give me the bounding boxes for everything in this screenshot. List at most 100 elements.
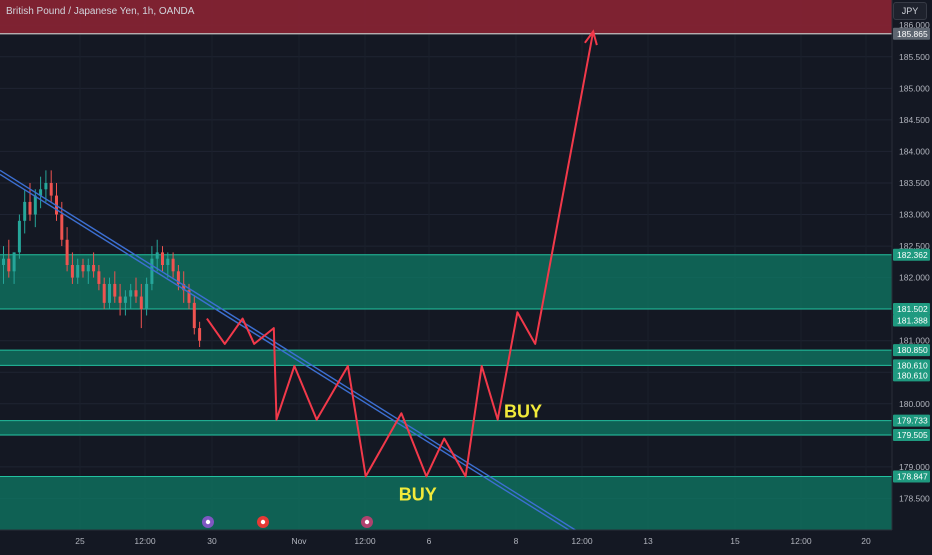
event-marker-dot-0 xyxy=(205,519,211,525)
price-label-1: 182.362 xyxy=(897,250,928,260)
candle-body-19 xyxy=(102,283,106,303)
candle-body-26 xyxy=(139,296,143,310)
buy-label-0: BUY xyxy=(504,402,542,422)
price-label-7: 179.733 xyxy=(897,416,928,426)
candle-body-18 xyxy=(97,271,101,284)
price-label-box-4 xyxy=(893,344,930,357)
y-tick-label-7: 182.500 xyxy=(899,241,930,251)
price-label-3: 181.388 xyxy=(897,316,928,326)
support-zone-4 xyxy=(0,476,892,530)
price-label-box-0 xyxy=(893,27,930,40)
candle-body-5 xyxy=(28,201,32,215)
price-label-box-3 xyxy=(893,314,930,327)
candle-body-14 xyxy=(76,265,80,278)
y-tick-label-1: 185.500 xyxy=(899,52,930,62)
candle-body-2 xyxy=(12,252,16,272)
candle-body-1 xyxy=(7,258,11,272)
candle-body-36 xyxy=(192,302,196,329)
price-label-box-6 xyxy=(893,369,930,382)
price-label-2: 181.502 xyxy=(897,304,928,314)
candle-body-31 xyxy=(166,258,170,265)
candle-body-35 xyxy=(187,290,191,303)
candle-body-15 xyxy=(81,265,85,272)
candle-body-6 xyxy=(33,195,37,215)
price-axis-panel xyxy=(892,0,932,550)
buy-label-1: BUY xyxy=(399,484,437,504)
x-tick-label-10: 12:00 xyxy=(790,536,812,546)
x-tick-label-5: 6 xyxy=(427,536,432,546)
x-tick-label-4: 12:00 xyxy=(354,536,376,546)
trendline-upper xyxy=(0,169,576,531)
support-zone-1 xyxy=(0,254,892,310)
candle-body-0 xyxy=(2,258,5,265)
y-tick-label-4: 184.000 xyxy=(899,146,930,156)
y-tick-label-6: 183.000 xyxy=(899,210,930,220)
candle-body-28 xyxy=(150,258,154,284)
candle-body-32 xyxy=(171,258,175,272)
x-tick-label-6: 8 xyxy=(514,536,519,546)
candle-body-7 xyxy=(39,189,43,196)
event-marker-dot-1 xyxy=(260,519,266,525)
x-tick-label-11: 20 xyxy=(861,536,871,546)
x-tick-label-9: 15 xyxy=(730,536,740,546)
candle-body-9 xyxy=(49,182,53,196)
currency-button[interactable]: JPY xyxy=(893,2,927,20)
time-axis-panel xyxy=(0,530,932,550)
y-tick-label-0: 186.000 xyxy=(899,20,930,30)
candle-body-33 xyxy=(176,271,180,284)
y-tick-label-14: 179.000 xyxy=(899,462,930,472)
projection-path xyxy=(206,31,595,478)
candle-body-12 xyxy=(65,239,69,265)
support-zone-3 xyxy=(0,420,892,436)
resistance-zone xyxy=(0,0,892,34)
x-tick-label-1: 12:00 xyxy=(134,536,156,546)
candle-body-34 xyxy=(182,283,186,291)
y-tick-label-12: 180.000 xyxy=(899,399,930,409)
price-label-8: 179.505 xyxy=(897,430,928,440)
x-tick-label-7: 12:00 xyxy=(571,536,593,546)
candle-body-25 xyxy=(134,290,138,297)
x-tick-label-3: Nov xyxy=(291,536,307,546)
candle-body-13 xyxy=(70,265,74,278)
price-label-9: 178.847 xyxy=(897,472,928,482)
y-tick-label-3: 184.500 xyxy=(899,115,930,125)
candle-body-22 xyxy=(118,296,122,303)
y-tick-label-8: 182.000 xyxy=(899,273,930,283)
price-label-box-1 xyxy=(893,248,930,261)
trendline-lower xyxy=(0,173,576,535)
price-label-5: 180.610 xyxy=(897,360,928,370)
candle-body-23 xyxy=(123,296,127,303)
event-marker-dot-2 xyxy=(364,519,370,525)
price-label-box-7 xyxy=(893,414,930,427)
candle-body-27 xyxy=(145,283,149,310)
candle-body-30 xyxy=(161,252,164,265)
price-label-box-5 xyxy=(893,359,930,372)
candle-body-4 xyxy=(23,201,27,221)
price-label-4: 180.850 xyxy=(897,345,928,355)
y-tick-label-2: 185.000 xyxy=(899,83,930,93)
candle-body-17 xyxy=(92,265,96,272)
price-label-box-9 xyxy=(893,470,930,483)
support-zone-2 xyxy=(0,350,892,366)
y-tick-label-5: 183.500 xyxy=(899,178,930,188)
x-tick-label-0: 25 xyxy=(75,536,85,546)
projection-arrow-head xyxy=(584,29,598,46)
price-label-box-2 xyxy=(893,303,930,316)
candle-body-16 xyxy=(86,265,90,272)
y-tick-label-10: 181.000 xyxy=(899,336,930,346)
candle-body-29 xyxy=(155,252,159,259)
price-label-6: 180.610 xyxy=(897,370,928,380)
candle-body-21 xyxy=(113,283,117,297)
candle-body-11 xyxy=(60,214,64,240)
candle-body-8 xyxy=(44,182,48,190)
price-label-box-8 xyxy=(893,429,930,442)
candle-body-20 xyxy=(108,283,111,303)
candle-body-3 xyxy=(17,220,21,253)
y-tick-label-15: 178.500 xyxy=(899,493,930,503)
candle-body-37 xyxy=(198,328,202,341)
candle-body-24 xyxy=(129,290,133,297)
x-tick-label-2: 30 xyxy=(207,536,217,546)
price-label-0: 185.865 xyxy=(897,29,928,39)
